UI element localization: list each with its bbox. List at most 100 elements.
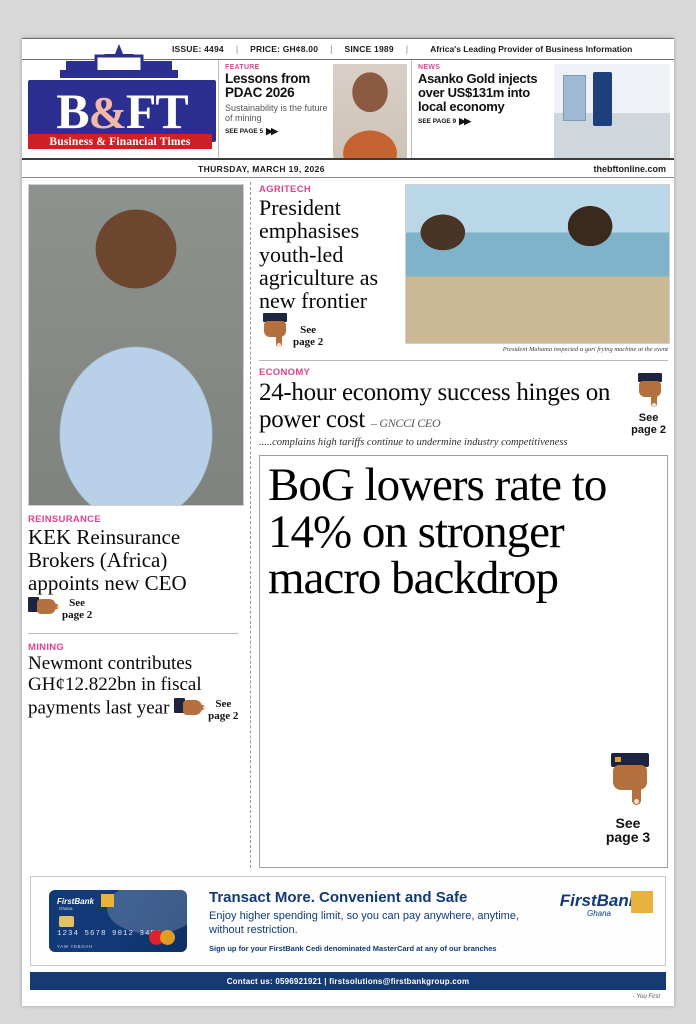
main-headline: BoG lowers rate to 14% on stronger macro… — [268, 459, 607, 605]
front-page-sheet: ISSUE: 4494 | PRICE: GH¢8.00 | SINCE 198… — [22, 38, 674, 1006]
agritech-see-line2: page 2 — [293, 336, 324, 349]
economy-see-line1: See — [638, 412, 659, 424]
mining-seepage[interactable]: See page 2 — [174, 696, 238, 722]
firstbank-brand-sub: Ghana — [586, 909, 612, 918]
card-brand: FirstBank — [57, 897, 94, 906]
story-mining[interactable]: MINING Newmont contributes GH¢12.822bn i… — [28, 642, 242, 722]
promo-news-photo — [554, 64, 670, 158]
right-column: AGRITECH President emphasises youth-led … — [251, 178, 674, 868]
promo-strip: FEATURE Lessons from PDAC 2026 Sustainab… — [218, 60, 674, 158]
issue-bar: ISSUE: 4494 | PRICE: GH¢8.00 | SINCE 198… — [22, 39, 674, 59]
economy-kicker: ECONOMY — [259, 367, 311, 378]
double-arrow-icon: ▶▶ — [266, 125, 278, 136]
story-economy[interactable]: ECONOMY 24-hour economy success hinges o… — [259, 367, 668, 448]
pointing-hand-icon — [28, 595, 60, 621]
reinsurance-see-line2: page 2 — [62, 608, 93, 621]
economy-standfirst: .....complains high tariffs continue to … — [259, 437, 568, 448]
advert-slogan: - You First — [632, 994, 660, 1000]
crown-emblem-icon — [60, 44, 178, 78]
main-see-line1: See — [615, 814, 641, 831]
promo-news-headline: Asanko Gold injects over US$131m into lo… — [418, 71, 538, 114]
economy-see-line2: page 2 — [631, 423, 666, 436]
advert-headline: Transact More. Convenient and Safe — [209, 888, 468, 906]
promo-feature-seepage[interactable]: SEE PAGE 5 ▶▶ — [225, 126, 329, 137]
issue-separator-3: | — [405, 44, 409, 54]
column-divider — [250, 182, 251, 868]
economy-seepage[interactable]: See page 2 — [631, 373, 666, 436]
date-bar: THURSDAY, MARCH 19, 2026 thebftonline.co… — [22, 158, 674, 178]
masthead: B&FT Business & Financial Times FEATURE … — [22, 44, 674, 158]
masthead-logo-box: B&FT — [28, 80, 216, 142]
reinsurance-seepage[interactable]: See page 2 — [28, 595, 92, 621]
issue-strapline: Africa's Leading Provider of Business In… — [430, 44, 633, 54]
card-brand-sub: Ghana — [59, 906, 73, 911]
story-main-bog[interactable]: BoG lowers rate to 14% on stronger macro… — [259, 455, 668, 868]
card-chip-icon — [59, 916, 74, 927]
agritech-economy-divider — [259, 360, 668, 361]
pointing-hand-down-icon — [634, 373, 664, 409]
masthead-letters-ft: FT — [125, 83, 189, 139]
advert-signup: Sign up for your FirstBank Cedi denomina… — [209, 944, 497, 954]
agritech-see-line1: See — [300, 324, 317, 337]
top-rule — [22, 38, 674, 39]
issue-bar-rule — [22, 59, 674, 60]
main-see-line2: page 3 — [605, 829, 651, 846]
agritech-seepage[interactable]: See page 2 — [259, 312, 324, 349]
masthead-logo[interactable]: B&FT Business & Financial Times — [22, 44, 218, 158]
mining-see-line1: See — [215, 698, 232, 711]
story-agritech[interactable]: AGRITECH President emphasises youth-led … — [259, 184, 670, 353]
issue-number: ISSUE: 4494 — [172, 44, 224, 54]
pointing-hand-down-icon — [605, 752, 651, 809]
agritech-photo — [405, 184, 670, 344]
main-seepage[interactable]: See page 3 — [605, 752, 651, 846]
masthead-ampersand: & — [88, 87, 127, 138]
double-arrow-icon: ▶▶ — [459, 116, 471, 127]
ceo-portrait-photo — [28, 184, 244, 506]
pointing-hand-icon — [174, 696, 207, 722]
advert-contact-bar[interactable]: Contact us: 0596921921 | firstsolutions@… — [30, 972, 666, 990]
economy-attribution: – GNCCI CEO — [370, 416, 441, 430]
advert-body: Enjoy higher spending limit, so you can … — [209, 909, 520, 936]
card-wave-decoration — [107, 890, 187, 934]
website-url[interactable]: thebftonline.com — [593, 163, 667, 174]
firstbank-logo[interactable]: FirstBank Ghana — [533, 891, 665, 918]
mining-headline: Newmont contributes GH¢12.822bn in fisca… — [28, 653, 202, 719]
left-column: REINSURANCE KEK Reinsurance Brokers (Afr… — [22, 178, 250, 868]
reinsurance-see-line1: See — [69, 597, 86, 610]
firstbank-advert[interactable]: FirstBank Ghana 1234 5678 9012 3456 YAW … — [30, 876, 666, 1000]
masthead-letter-b: B — [56, 83, 89, 139]
agritech-kicker: AGRITECH — [259, 184, 312, 195]
agritech-photo-caption: President Mahama inspected a gari frying… — [502, 346, 668, 353]
promo-feature-kicker: FEATURE — [225, 64, 260, 71]
economy-headline: 24-hour economy success hinges on power … — [259, 379, 611, 433]
story-reinsurance[interactable]: REINSURANCE KEK Reinsurance Brokers (Afr… — [28, 514, 242, 621]
mining-see-line2: page 2 — [208, 709, 239, 722]
promo-news-seepage[interactable]: SEE PAGE 9 ▶▶ — [418, 116, 550, 127]
reinsurance-kicker: REINSURANCE — [28, 514, 101, 525]
promo-feature-subhead: Sustainability is the future of mining — [225, 102, 328, 123]
mastercard-graphic: FirstBank Ghana 1234 5678 9012 3456 YAW … — [49, 890, 187, 952]
issue-separator-1: | — [235, 44, 239, 54]
promo-feature-headline: Lessons from PDAC 2026 — [225, 71, 310, 101]
issue-since: SINCE 1989 — [344, 44, 394, 54]
mining-kicker: MINING — [28, 642, 65, 654]
elephant-logo-icon — [631, 891, 653, 913]
promo-news-kicker: NEWS — [418, 64, 441, 71]
promo-feature[interactable]: FEATURE Lessons from PDAC 2026 Sustainab… — [219, 60, 412, 158]
mastercard-logo-icon — [149, 930, 175, 945]
elephant-logo-icon — [101, 894, 114, 907]
issue-price: PRICE: GH¢8.00 — [250, 44, 319, 54]
agritech-headline: President emphasises youth-led agricultu… — [259, 195, 379, 314]
promo-feature-seepage-label: SEE PAGE 5 — [225, 127, 264, 135]
card-number: 1234 5678 9012 3456 — [57, 930, 162, 938]
publication-date: THURSDAY, MARCH 19, 2026 — [198, 163, 325, 174]
promo-news[interactable]: NEWS Asanko Gold injects over US$131m in… — [412, 60, 674, 158]
left-column-divider — [28, 633, 238, 635]
reinsurance-headline: KEK Reinsurance Brokers (Africa) appoint… — [28, 525, 187, 596]
pointing-hand-down-icon — [259, 312, 289, 349]
card-holder: YAW YEBOAH — [57, 944, 93, 949]
promo-news-seepage-label: SEE PAGE 9 — [418, 118, 457, 126]
firstbank-brand: FirstBank — [559, 891, 639, 910]
promo-feature-photo — [333, 64, 407, 158]
